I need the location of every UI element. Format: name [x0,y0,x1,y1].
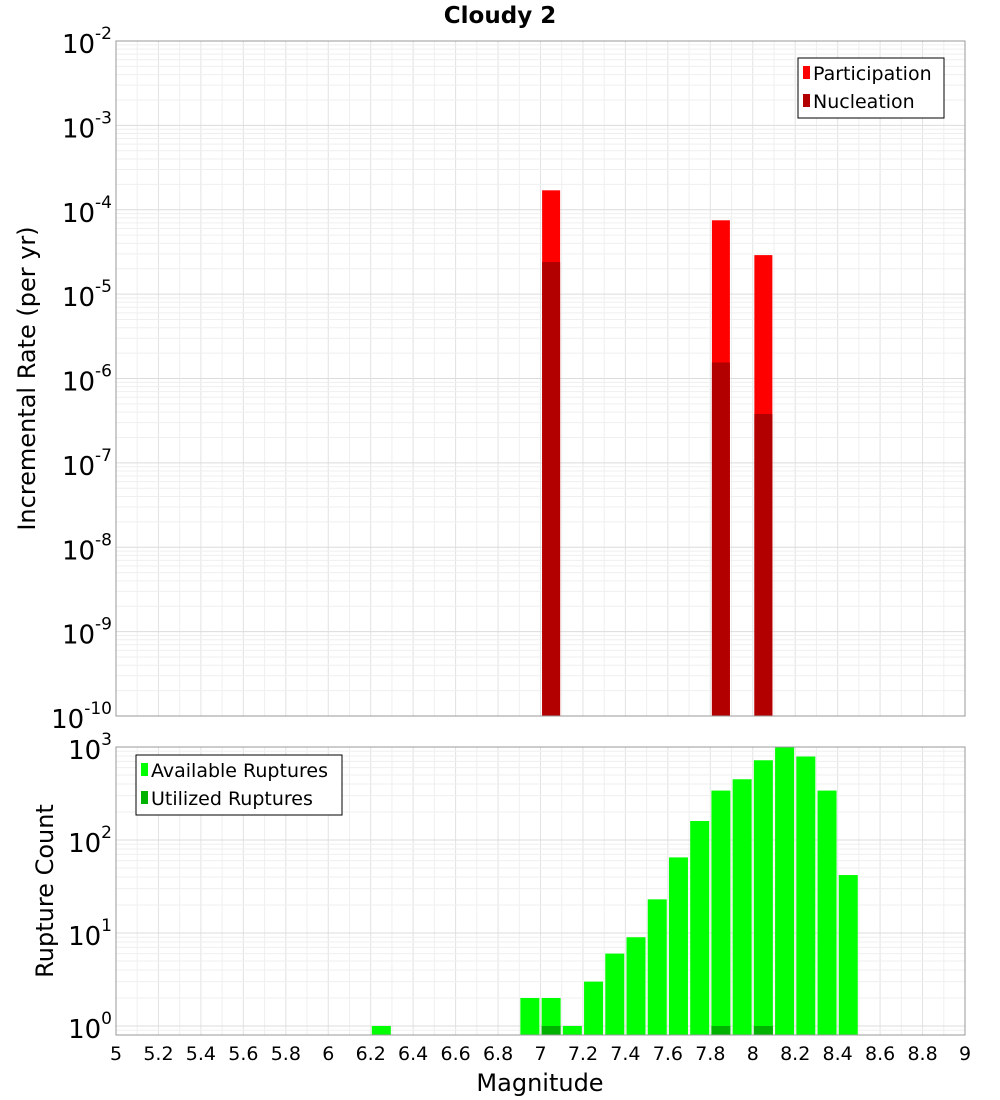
legend-swatch [803,94,810,107]
x-tick-label: 6 [322,1043,334,1065]
y-tick-label: 10-6 [62,362,112,398]
x-tick-label: 7 [534,1043,546,1065]
rate-y-ticks: 10-2 10-3 10-4 10-5 10-6 10-7 10-8 10-9 10-10 [51,24,112,735]
count-y-ticks: 103 102 101 100 [68,730,112,1045]
y-tick-label: 101 [68,916,112,952]
x-tick-label: 8.6 [865,1043,895,1065]
y-tick-label: 10-7 [62,446,112,482]
x-tick-label: 8.2 [780,1043,810,1065]
count-bar-a [838,875,858,1035]
count-bar-a [753,760,773,1035]
legend-swatch [803,66,810,79]
x-ticks: 5 5.2 5.4 5.6 5.8 6 6.2 6.4 6.6 6.8 7 7.2 7.4 7.6 7.8 8… [110,1043,971,1065]
count-bar-a [584,981,604,1035]
count-bar-a [775,747,795,1035]
y-tick-label: 10-10 [51,699,112,735]
legend-swatch [141,791,148,804]
legend-label: Utilized Ruptures [151,788,313,810]
count-bar-a [647,899,667,1035]
rate-bar-b [754,413,773,716]
chart-title: Cloudy 2 [444,3,556,29]
rate-panel: 10-2 10-3 10-4 10-5 10-6 10-7 10-8 10-9 10-10 In… [13,24,966,735]
count-bar-a [668,857,688,1035]
x-tick-label: 6.4 [398,1043,428,1065]
count-bar-b [711,1025,731,1035]
legend-box [797,57,945,119]
x-axis-label: Magnitude [476,1069,603,1097]
count-bars [371,747,858,1035]
rate-bar-b [542,262,561,716]
legend-label: Nucleation [813,91,915,113]
count-bar-a [711,790,731,1035]
y-tick-label: 100 [68,1009,112,1045]
x-tick-label: 7.2 [568,1043,598,1065]
rate-plot-frame [115,40,966,717]
x-tick-label: 6.8 [483,1043,513,1065]
count-bar-a [690,821,710,1035]
count-bar-a [520,997,540,1035]
count-panel: 103 102 101 100 Rupture Count Available Rup… [31,730,966,1045]
count-bar-a [562,1025,582,1035]
rate-bar-b [711,362,730,716]
rate-grid [115,41,966,717]
y-tick-label: 10-9 [62,615,112,651]
x-tick-label: 8 [747,1043,759,1065]
x-tick-label: 7.4 [610,1043,640,1065]
y-tick-label: 10-3 [62,108,112,144]
x-tick-label: 8.4 [823,1043,853,1065]
y-tick-label: 10-8 [62,530,112,566]
y-tick-label: 10-5 [62,277,112,313]
count-bar-b [753,1025,773,1035]
x-tick-label: 7.8 [695,1043,725,1065]
y-tick-label: 103 [68,730,112,766]
count-plot-frame [115,746,966,1036]
count-bar-a [605,953,625,1035]
x-tick-label: 5.2 [143,1043,173,1065]
x-tick-label: 6.6 [440,1043,470,1065]
x-tick-label: 6.2 [356,1043,386,1065]
y-tick-label: 10-4 [62,193,112,229]
count-bar-a [626,937,646,1035]
count-y-axis-label: Rupture Count [31,804,59,978]
x-tick-label: 5.6 [228,1043,258,1065]
x-tick-label: 5.4 [186,1043,216,1065]
x-tick-label: 9 [959,1043,971,1065]
count-bar-a [796,756,816,1035]
count-bar-a [817,790,837,1035]
x-tick-label: 5 [110,1043,122,1065]
x-tick-label: 7.6 [653,1043,683,1065]
legend-box [135,754,343,816]
rate-y-axis-label: Incremental Rate (per yr) [13,226,41,530]
count-bar-a [732,779,752,1035]
y-tick-label: 102 [68,823,112,859]
legend-label: Available Ruptures [151,760,328,782]
x-tick-label: 5.8 [271,1043,301,1065]
rate-legend: Participation Nucleation [797,57,945,119]
x-tick-label: 8.8 [907,1043,937,1065]
y-tick-label: 10-2 [62,24,112,60]
count-bar-b [541,1025,561,1035]
legend-label: Participation [813,63,932,85]
rate-bars [542,190,773,717]
count-legend: Available Ruptures Utilized Ruptures [135,754,343,816]
count-bar-a [371,1025,391,1035]
legend-swatch [141,763,148,776]
count-bar-a [541,997,561,1035]
